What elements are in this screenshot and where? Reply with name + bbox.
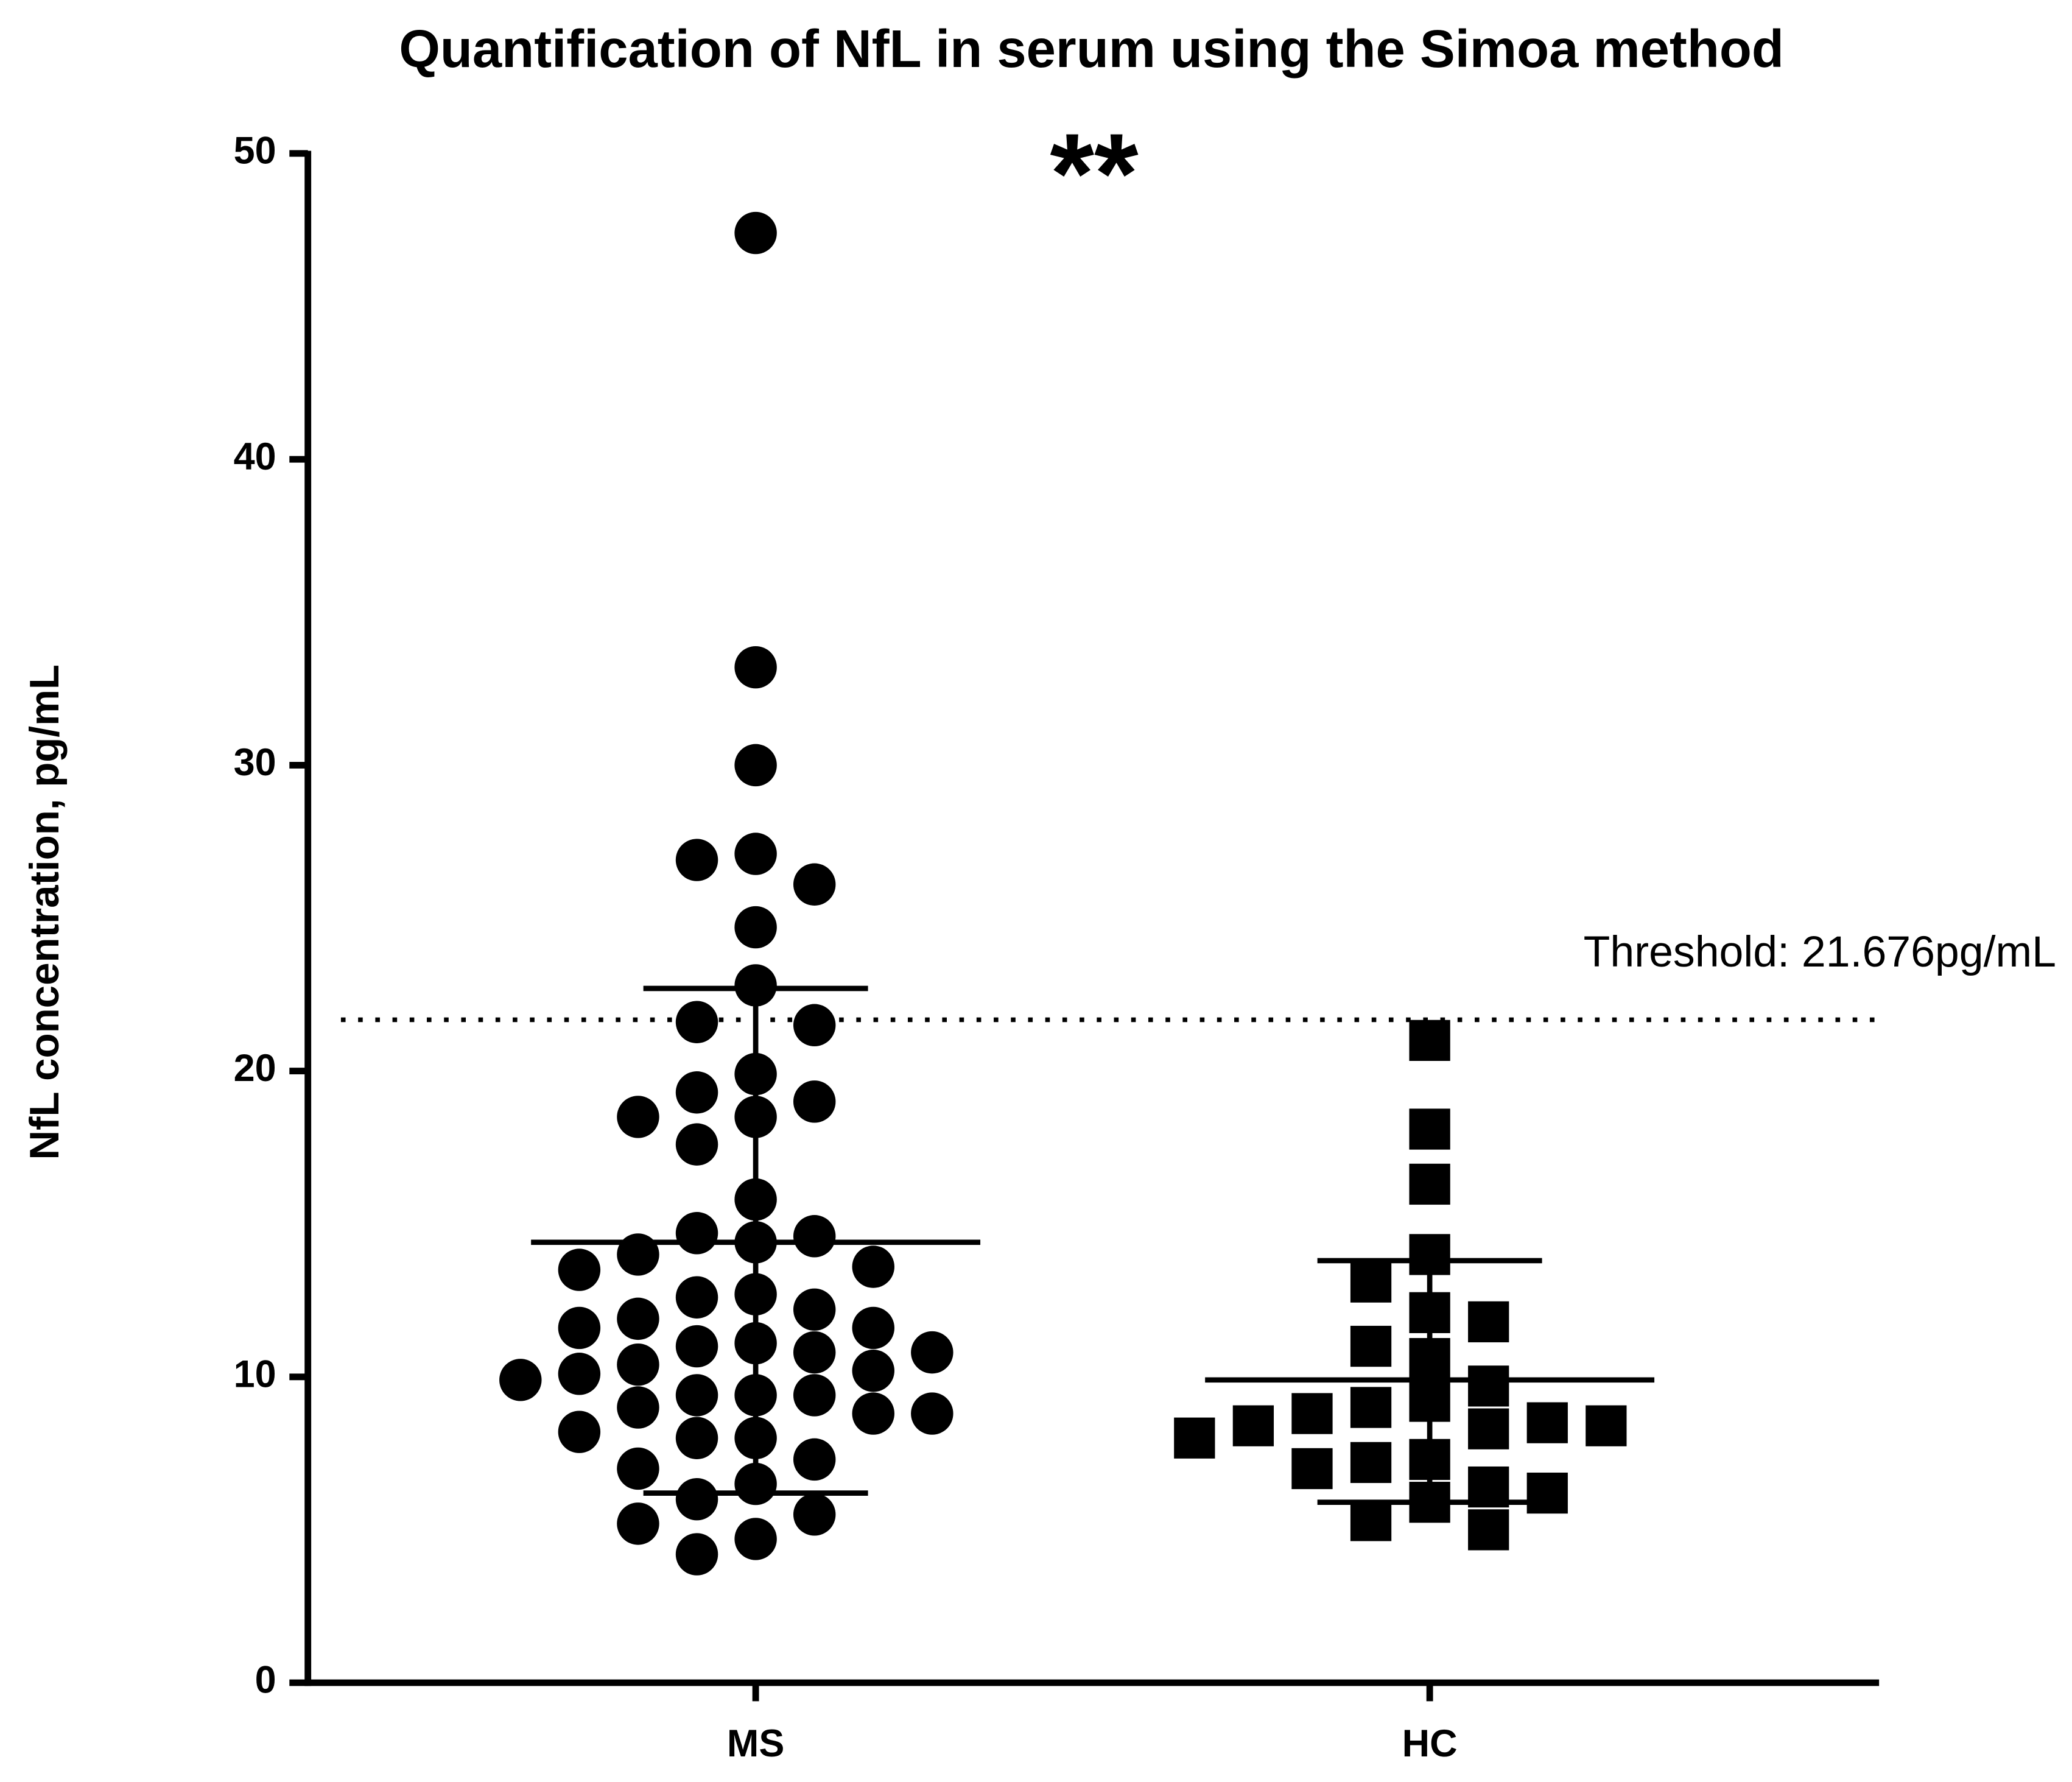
data-point	[793, 1288, 836, 1331]
data-point	[1409, 1020, 1450, 1062]
data-point	[675, 1212, 718, 1255]
data-point	[675, 1374, 718, 1417]
data-point	[1468, 1365, 1509, 1407]
data-point	[558, 1248, 601, 1291]
data-point	[1174, 1417, 1215, 1459]
y-axis-label: NfL concentration, pg/mL	[22, 664, 68, 1160]
significance-marker: **	[1050, 110, 1139, 237]
data-point	[1526, 1472, 1568, 1514]
data-point	[1468, 1509, 1509, 1551]
y-tick-label: 30	[234, 741, 276, 784]
chart-title: Quantification of NfL in serum using the…	[399, 19, 1784, 79]
data-point	[793, 1374, 836, 1417]
data-point	[793, 1215, 836, 1258]
x-tick-label: MS	[727, 1722, 784, 1765]
data-point	[1232, 1405, 1274, 1446]
data-point	[558, 1306, 601, 1350]
data-point	[1468, 1301, 1509, 1343]
data-point	[734, 211, 777, 255]
data-point	[1291, 1393, 1333, 1434]
data-point	[734, 906, 777, 949]
data-point	[1350, 1325, 1392, 1367]
y-tick-label: 50	[234, 130, 276, 172]
data-point	[617, 1096, 659, 1138]
data-point	[675, 1276, 718, 1319]
data-point	[675, 1001, 718, 1043]
data-point	[793, 1493, 836, 1536]
data-point	[675, 1533, 718, 1576]
data-point	[1409, 1163, 1450, 1205]
data-point	[617, 1502, 659, 1545]
data-point	[558, 1353, 601, 1395]
data-point	[793, 1331, 836, 1374]
y-tick-label: 10	[234, 1353, 276, 1395]
data-point	[617, 1386, 659, 1429]
data-point	[675, 1477, 718, 1521]
data-point	[1526, 1402, 1568, 1443]
data-point	[852, 1245, 894, 1288]
threshold-label: Threshold: 21.676pg/mL	[1584, 928, 2056, 976]
data-point	[852, 1350, 894, 1392]
data-point	[1586, 1405, 1627, 1446]
data-point	[1291, 1448, 1333, 1490]
data-point	[734, 1518, 777, 1560]
data-point	[734, 964, 777, 1007]
data-point	[1409, 1108, 1450, 1150]
data-point	[617, 1297, 659, 1340]
data-point	[734, 646, 777, 689]
data-point	[1468, 1408, 1509, 1449]
data-point	[675, 1325, 718, 1368]
data-point	[617, 1343, 659, 1386]
data-point	[793, 1080, 836, 1123]
data-point	[1350, 1261, 1392, 1303]
data-point	[558, 1410, 601, 1453]
data-point	[852, 1306, 894, 1350]
data-point	[1350, 1387, 1392, 1428]
data-point	[911, 1331, 953, 1374]
data-point	[911, 1392, 953, 1435]
data-point	[852, 1392, 894, 1435]
data-point	[793, 1438, 836, 1481]
data-point	[675, 1071, 718, 1114]
data-point	[734, 833, 777, 875]
y-tick-label: 40	[234, 435, 276, 478]
data-point	[1350, 1500, 1392, 1541]
data-point	[793, 863, 836, 906]
data-point	[1350, 1442, 1392, 1484]
y-tick-label: 0	[255, 1659, 276, 1702]
data-point	[499, 1359, 542, 1401]
y-tick-label: 20	[234, 1047, 276, 1090]
data-point	[675, 1123, 718, 1166]
x-tick-label: HC	[1402, 1722, 1458, 1765]
data-point	[675, 839, 718, 881]
data-point	[793, 1004, 836, 1046]
data-point	[734, 744, 777, 787]
data-point	[617, 1447, 659, 1490]
data-point	[675, 1417, 718, 1459]
